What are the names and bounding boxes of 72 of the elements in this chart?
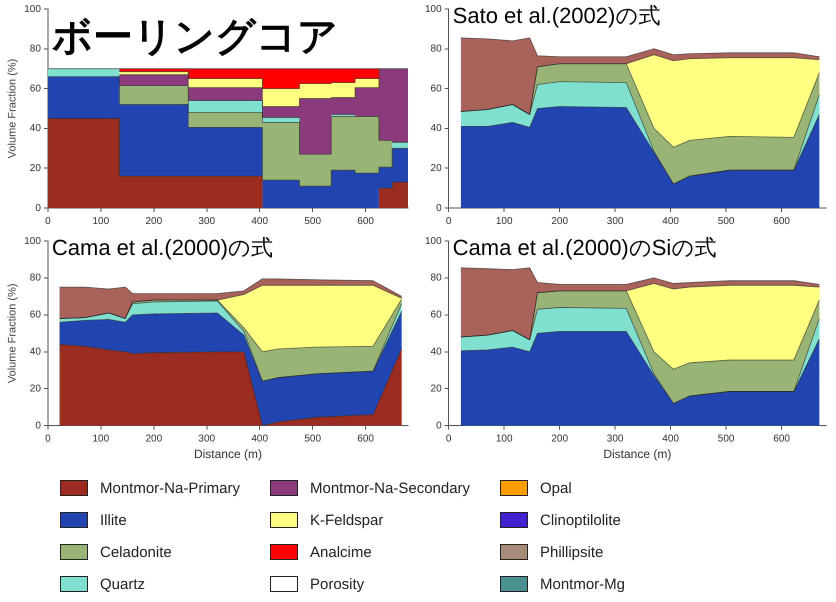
legend-label: Clinoptilolite bbox=[540, 512, 621, 528]
x-tick-label: 400 bbox=[662, 433, 680, 444]
y-tick-label: 80 bbox=[30, 44, 42, 55]
x-tick-label: 0 bbox=[45, 433, 52, 444]
x-tick-label: 200 bbox=[145, 433, 163, 444]
x-tick-label: 100 bbox=[496, 433, 513, 444]
legend-label: Illite bbox=[100, 512, 127, 528]
x-tick-label: 200 bbox=[551, 433, 568, 444]
chart-title: Sato et al.(2002)の式 bbox=[452, 3, 660, 28]
x-tick-label: 500 bbox=[304, 216, 322, 227]
legend-label: K-Feldspar bbox=[310, 512, 384, 528]
x-tick-label: 500 bbox=[718, 216, 735, 227]
chart-title: Cama et al.(2000)のSiの式 bbox=[452, 235, 716, 260]
y-tick-label: 0 bbox=[35, 202, 42, 214]
legend-label: Montmor-Mg bbox=[540, 576, 626, 592]
y-tick-label: 0 bbox=[436, 202, 442, 214]
x-tick-label: 200 bbox=[551, 216, 568, 227]
legend-label: Montmor-Na-Primary bbox=[100, 480, 240, 496]
y-tick-label: 100 bbox=[424, 4, 442, 15]
legend-label: Phillipsite bbox=[540, 544, 604, 560]
x-tick-label: 600 bbox=[357, 433, 374, 444]
legend-label: Porosity bbox=[310, 576, 364, 592]
x-tick-label: 500 bbox=[304, 433, 322, 444]
y-tick-label: 0 bbox=[436, 420, 442, 432]
x-tick-label: 300 bbox=[198, 216, 216, 227]
y-tick-label: 60 bbox=[30, 83, 42, 94]
x-tick-label: 100 bbox=[92, 433, 110, 444]
y-tick-label: 80 bbox=[430, 44, 442, 55]
y-tick-label: 80 bbox=[430, 272, 442, 284]
y-tick-label: 100 bbox=[424, 236, 442, 247]
x-tick-label: 600 bbox=[773, 216, 790, 227]
y-tick-label: 20 bbox=[430, 162, 442, 174]
x-tick-label: 100 bbox=[496, 216, 513, 227]
x-tick-label: 600 bbox=[773, 433, 790, 444]
x-tick-label: 500 bbox=[718, 433, 735, 444]
x-tick-label: 0 bbox=[446, 216, 452, 227]
y-tick-label: 100 bbox=[24, 4, 42, 15]
x-tick-label: 600 bbox=[357, 216, 374, 227]
legend-label: Quartz bbox=[100, 576, 146, 592]
x-tick-label: 0 bbox=[45, 216, 52, 227]
y-tick-label: 80 bbox=[30, 272, 42, 284]
y-tick-label: 60 bbox=[30, 310, 42, 321]
y-tick-label: 60 bbox=[430, 310, 442, 321]
y-tick-label: 0 bbox=[35, 420, 42, 432]
x-axis-title: Distance (m) bbox=[603, 447, 672, 462]
x-tick-label: 200 bbox=[145, 216, 163, 227]
x-tick-label: 400 bbox=[662, 216, 680, 227]
y-tick-label: 100 bbox=[24, 236, 42, 247]
legend-label: Celadonite bbox=[100, 544, 172, 560]
y-tick-label: 20 bbox=[30, 162, 42, 174]
x-tick-label: 300 bbox=[606, 216, 624, 227]
legend-label: Montmor-Na-Secondary bbox=[310, 480, 470, 496]
y-tick-label: 20 bbox=[430, 383, 442, 394]
y-axis-title: Volume Fraction (%) bbox=[6, 58, 19, 158]
y-tick-label: 20 bbox=[30, 383, 42, 394]
y-tick-label: 60 bbox=[430, 83, 442, 94]
legend-label: Analcime bbox=[310, 544, 372, 560]
legend-label: Opal bbox=[540, 480, 572, 496]
x-axis-title: Distance (m) bbox=[194, 447, 262, 462]
x-tick-label: 300 bbox=[606, 433, 624, 444]
chart-title: ボーリングコア bbox=[52, 15, 338, 59]
x-tick-label: 300 bbox=[198, 433, 216, 444]
chart-title: Cama et al.(2000)の式 bbox=[52, 235, 273, 260]
x-tick-label: 100 bbox=[92, 216, 110, 227]
x-tick-label: 0 bbox=[446, 433, 452, 444]
y-tick-label: 40 bbox=[30, 123, 42, 134]
x-tick-label: 400 bbox=[251, 216, 268, 227]
y-axis-title: Volume Fraction (%) bbox=[6, 283, 19, 384]
y-tick-label: 40 bbox=[430, 346, 442, 358]
y-tick-label: 40 bbox=[30, 346, 42, 358]
x-tick-label: 400 bbox=[251, 433, 268, 444]
y-tick-label: 40 bbox=[430, 123, 442, 134]
